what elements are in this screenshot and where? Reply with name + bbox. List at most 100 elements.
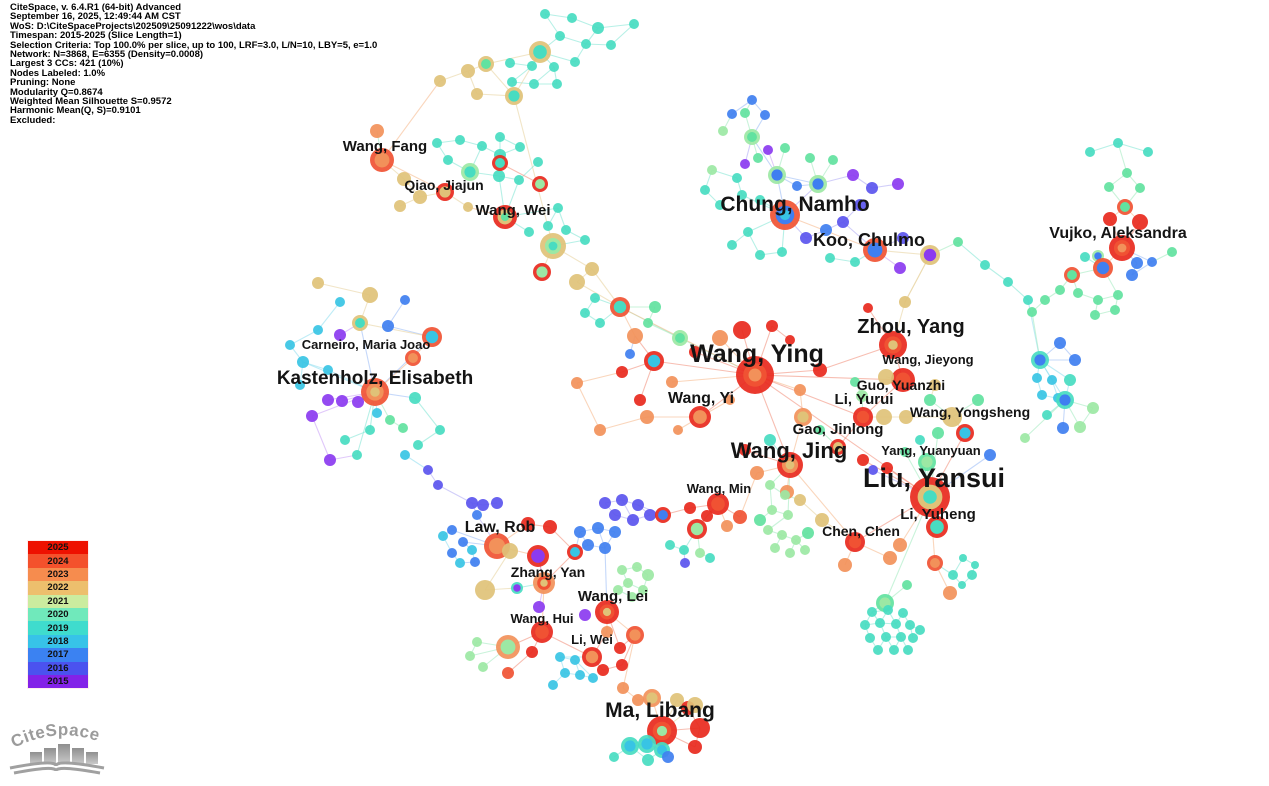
graph-node[interactable] (837, 216, 849, 228)
graph-node[interactable] (980, 260, 990, 270)
graph-node[interactable] (597, 664, 609, 676)
graph-node[interactable] (721, 520, 733, 532)
graph-node[interactable] (967, 570, 977, 580)
graph-node[interactable] (876, 409, 892, 425)
graph-node[interactable] (617, 565, 627, 575)
author-label[interactable]: Wang, Lei (578, 588, 648, 605)
graph-node[interactable] (400, 450, 410, 460)
graph-node[interactable] (580, 308, 590, 318)
graph-node[interactable] (632, 562, 642, 572)
graph-node[interactable] (665, 540, 675, 550)
graph-node[interactable] (763, 525, 773, 535)
graph-node[interactable] (1090, 310, 1100, 320)
graph-node[interactable] (642, 754, 654, 766)
graph-node[interactable] (783, 510, 793, 520)
author-label[interactable]: Qiao, Jiajun (404, 177, 483, 193)
graph-node[interactable] (897, 232, 909, 244)
graph-node[interactable] (896, 632, 906, 642)
graph-node[interactable] (580, 235, 590, 245)
graph-node[interactable] (470, 557, 480, 567)
graph-node[interactable] (850, 257, 860, 267)
graph-node[interactable] (621, 737, 639, 755)
graph-node[interactable] (543, 221, 553, 231)
graph-node[interactable] (883, 605, 893, 615)
graph-node[interactable] (552, 79, 562, 89)
graph-node[interactable] (777, 247, 787, 257)
graph-node[interactable] (825, 253, 835, 263)
graph-node[interactable] (561, 225, 571, 235)
graph-node[interactable] (863, 238, 887, 262)
graph-node[interactable] (763, 145, 773, 155)
graph-node[interactable] (733, 321, 751, 339)
graph-node[interactable] (875, 618, 885, 628)
graph-node[interactable] (747, 95, 757, 105)
graph-node[interactable] (750, 466, 764, 480)
graph-node[interactable] (397, 172, 411, 186)
graph-node[interactable] (1040, 295, 1050, 305)
graph-node[interactable] (820, 224, 832, 236)
graph-node[interactable] (1020, 433, 1030, 443)
graph-node[interactable] (491, 497, 503, 509)
graph-node[interactable] (915, 435, 925, 445)
author-label[interactable]: Liu, Yansui (863, 463, 1005, 493)
graph-node[interactable] (943, 586, 957, 600)
graph-node[interactable] (785, 335, 795, 345)
graph-node[interactable] (910, 477, 950, 517)
graph-node[interactable] (898, 608, 908, 618)
graph-node[interactable] (705, 553, 715, 563)
graph-node[interactable] (1132, 214, 1148, 230)
graph-node[interactable] (766, 320, 778, 332)
graph-node[interactable] (435, 425, 445, 435)
graph-node[interactable] (601, 626, 613, 638)
graph-node[interactable] (1110, 305, 1120, 315)
graph-node[interactable] (313, 325, 323, 335)
graph-node[interactable] (736, 356, 774, 394)
graph-node[interactable] (899, 296, 911, 308)
graph-node[interactable] (475, 580, 495, 600)
graph-node[interactable] (1047, 375, 1057, 385)
graph-node[interactable] (463, 202, 473, 212)
graph-node[interactable] (312, 277, 324, 289)
graph-node[interactable] (514, 175, 524, 185)
graph-node[interactable] (627, 592, 637, 602)
graph-node[interactable] (733, 510, 747, 524)
author-label[interactable]: Wang, Yi (668, 390, 734, 407)
graph-node[interactable] (815, 513, 829, 527)
graph-node[interactable] (794, 384, 806, 396)
author-label[interactable]: Gao, Jinlong (793, 421, 884, 438)
graph-node[interactable] (606, 40, 616, 50)
author-label[interactable]: Zhou, Yang (857, 316, 964, 338)
graph-node[interactable] (575, 670, 585, 680)
graph-node[interactable] (472, 510, 482, 520)
graph-node[interactable] (627, 514, 639, 526)
graph-node[interactable] (632, 694, 644, 706)
graph-node[interactable] (687, 519, 707, 539)
graph-node[interactable] (794, 494, 806, 506)
author-label[interactable]: Wang, Jieyong (882, 352, 973, 367)
graph-node[interactable] (755, 250, 765, 260)
graph-node[interactable] (785, 548, 795, 558)
graph-node[interactable] (883, 551, 897, 565)
graph-node[interactable] (502, 667, 514, 679)
graph-node[interactable] (623, 578, 633, 588)
graph-node[interactable] (857, 454, 869, 466)
graph-node[interactable] (595, 600, 619, 624)
graph-node[interactable] (423, 465, 433, 475)
graph-node[interactable] (900, 447, 910, 457)
graph-node[interactable] (436, 183, 454, 201)
author-label[interactable]: Wang, Jing (731, 438, 848, 463)
graph-node[interactable] (478, 56, 494, 72)
graph-node[interactable] (443, 155, 453, 165)
graph-node[interactable] (609, 752, 619, 762)
graph-node[interactable] (892, 178, 904, 190)
graph-node[interactable] (666, 376, 678, 388)
graph-node[interactable] (385, 415, 395, 425)
graph-node[interactable] (614, 642, 626, 654)
graph-node[interactable] (1027, 307, 1037, 317)
graph-node[interactable] (610, 297, 630, 317)
graph-node[interactable] (529, 79, 539, 89)
graph-node[interactable] (770, 543, 780, 553)
graph-node[interactable] (599, 542, 611, 554)
graph-node[interactable] (434, 75, 446, 87)
graph-node[interactable] (405, 350, 421, 366)
